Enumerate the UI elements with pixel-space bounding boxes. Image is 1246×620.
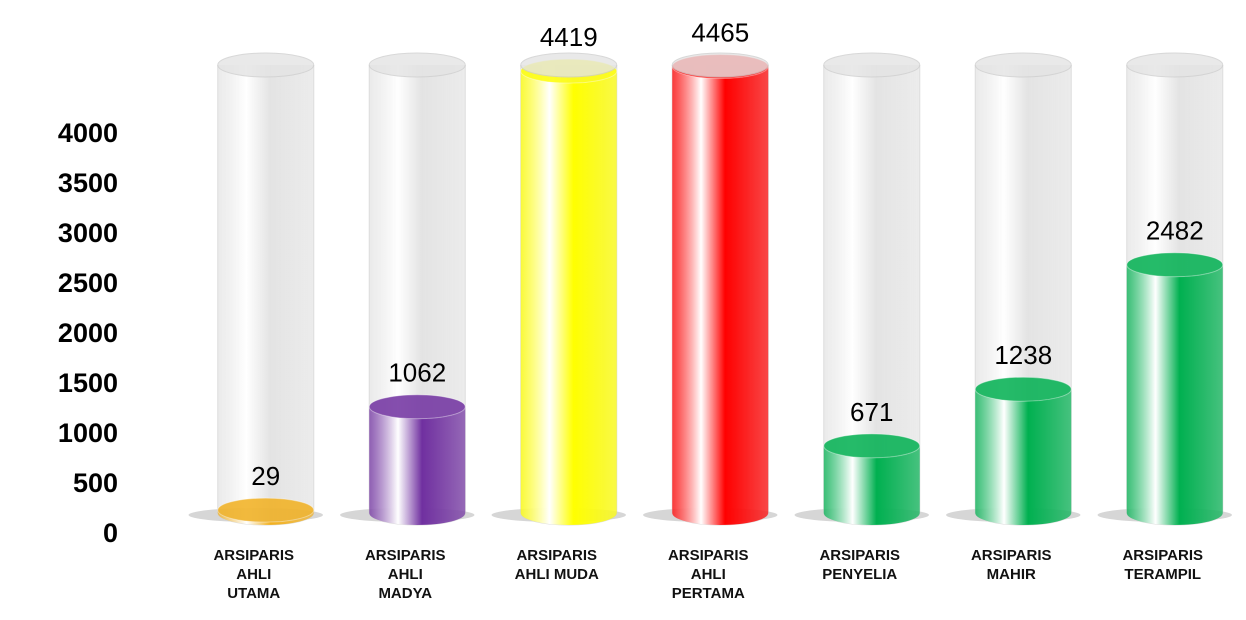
bar xyxy=(823,445,920,525)
x-tick-label: ARSIPARIS AHLI PERTAMA xyxy=(667,547,749,602)
y-tick-label: 4000 xyxy=(58,118,118,148)
glass-top xyxy=(974,52,1072,78)
y-tick-label: 1000 xyxy=(58,418,118,448)
y-tick-label: 1500 xyxy=(58,368,118,398)
y-tick-label: 3000 xyxy=(58,218,118,248)
value-label: 2482 xyxy=(1146,216,1204,246)
bar-top xyxy=(823,433,921,459)
glass-top xyxy=(520,52,618,78)
bar-top xyxy=(217,497,315,523)
glass-top xyxy=(368,52,466,78)
glass-cylinder xyxy=(217,65,315,526)
x-tick-label: ARSIPARIS AHLI MUDA xyxy=(514,547,599,583)
value-label: 4465 xyxy=(691,17,749,47)
bar xyxy=(369,406,466,525)
glass-top xyxy=(1126,52,1224,78)
bar xyxy=(1126,264,1223,525)
bar xyxy=(672,66,769,525)
y-tick-label: 2500 xyxy=(58,268,118,298)
y-tick-label: 500 xyxy=(73,468,118,498)
bar-top xyxy=(368,394,466,420)
x-tick-label: ARSIPARIS AHLI UTAMA xyxy=(213,547,295,602)
y-tick-label: 2000 xyxy=(58,318,118,348)
bar xyxy=(975,389,1072,525)
glass-top xyxy=(217,52,315,78)
y-tick-label: 3500 xyxy=(58,168,118,198)
value-label: 4419 xyxy=(540,22,598,52)
bar-top xyxy=(1126,252,1224,278)
y-tick-label: 0 xyxy=(103,518,118,548)
value-label: 1238 xyxy=(994,340,1052,370)
glass-top xyxy=(823,52,921,78)
x-tick-label: ARSIPARIS MAHIR xyxy=(970,547,1052,583)
bar-top xyxy=(974,376,1072,402)
bar xyxy=(520,71,617,525)
value-label: 29 xyxy=(251,461,280,491)
value-label: 1062 xyxy=(388,358,446,388)
value-label: 671 xyxy=(850,397,893,427)
x-tick-label: ARSIPARIS TERAMPIL xyxy=(1122,547,1204,583)
x-tick-label: ARSIPARIS AHLI MADYA xyxy=(364,547,446,602)
x-tick-label: ARSIPARIS PENYELIA xyxy=(819,547,901,583)
bar xyxy=(217,510,314,525)
glass-top xyxy=(671,52,769,78)
